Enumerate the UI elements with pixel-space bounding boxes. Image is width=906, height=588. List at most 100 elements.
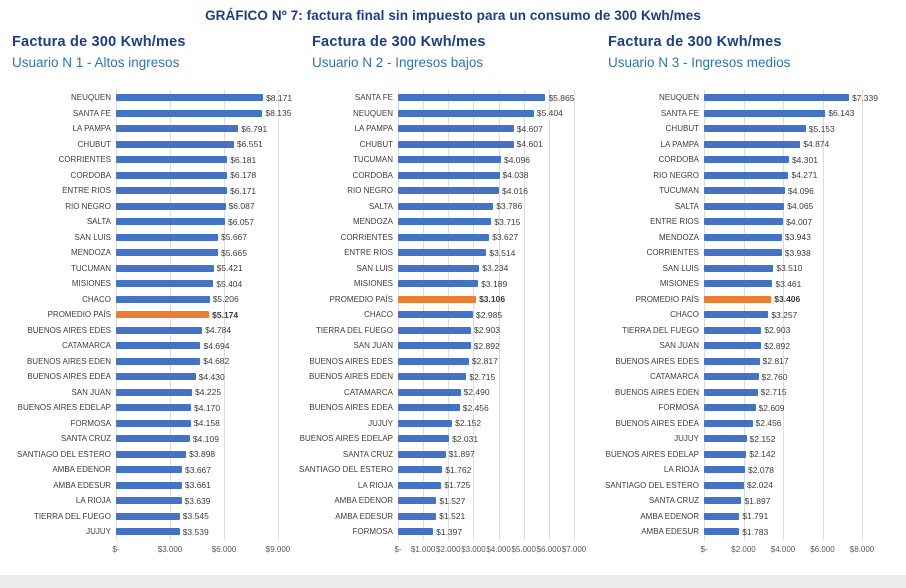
bar xyxy=(116,109,263,117)
bar-row: SALTA $3.786 xyxy=(312,199,602,215)
value-label: $4.096 xyxy=(787,185,814,196)
category-label: AMBA EDESUR xyxy=(53,480,111,490)
category-label: SANTA CRUZ xyxy=(648,496,699,506)
category-label: CHUBUT xyxy=(77,139,111,149)
bar xyxy=(398,233,490,241)
value-label: $2.817 xyxy=(471,356,498,367)
bar xyxy=(116,528,180,536)
bar xyxy=(116,388,193,396)
bar xyxy=(704,373,759,381)
axis-tick-label: $4.000 xyxy=(770,544,796,554)
value-label: $3.539 xyxy=(182,526,209,537)
bar-row: CATAMARCA $4.694 xyxy=(12,338,306,354)
bar-row: RIO NEGRO $6.087 xyxy=(12,199,306,215)
bar-plot: $2.892 xyxy=(704,341,862,351)
bar-plot: $4.430 xyxy=(116,372,278,382)
x-axis: $- $3.000 $6.000 $9.000 xyxy=(112,545,290,559)
bar xyxy=(116,233,218,241)
category-label: BUENOS AIRES EDELAP xyxy=(17,403,111,413)
category-label: CORDOBA xyxy=(352,170,393,180)
category-label: CORDOBA xyxy=(658,155,699,165)
value-label: $4.170 xyxy=(194,402,221,413)
bar-plot: $6.178 xyxy=(116,170,278,180)
category-label: ENTRE RIOS xyxy=(344,248,393,258)
axis-tick-label: $2.000 xyxy=(436,544,461,554)
category-label: BUENOS AIRES EDELAP xyxy=(605,449,699,459)
bar xyxy=(398,419,453,427)
bar-plot: $4.096 xyxy=(704,186,862,196)
value-label: $3.106 xyxy=(479,294,506,305)
category-label: MISIONES xyxy=(353,279,393,289)
bar xyxy=(116,295,210,303)
bar-row: CORRIENTES $6.181 xyxy=(12,152,306,168)
category-label: LA RIOJA xyxy=(663,465,699,475)
bar xyxy=(398,218,492,226)
bar-plot: $2.024 xyxy=(704,480,862,490)
bar xyxy=(398,404,460,412)
bar-plot: $2.152 xyxy=(704,434,862,444)
bar xyxy=(704,264,774,272)
bar-plot: $2.031 xyxy=(398,434,574,444)
category-label: TUCUMAN xyxy=(659,186,699,196)
bar-row: ENTRE RIOS $3.514 xyxy=(312,245,602,261)
category-label: LA PAMPA xyxy=(354,124,393,134)
bar-plot: $4.874 xyxy=(704,139,862,149)
bar-row: AMBA EDENOR $1.527 xyxy=(312,493,602,509)
bar xyxy=(116,94,264,102)
bar-plot: $4.607 xyxy=(398,124,574,134)
value-label: $3.189 xyxy=(481,278,508,289)
category-label: FORMOSA xyxy=(70,418,111,428)
category-label: SAN LUIS xyxy=(74,232,111,242)
value-label: $5.404 xyxy=(216,278,243,289)
value-label: $6.171 xyxy=(230,185,257,196)
bar-plot: $4.601 xyxy=(398,139,574,149)
bar-row: SAN JUAN $2.892 xyxy=(312,338,602,354)
bar-plot: $5.865 xyxy=(398,93,574,103)
value-label: $2.152 xyxy=(455,418,482,429)
highlight-bar xyxy=(704,295,772,303)
bar xyxy=(704,435,747,443)
bar xyxy=(398,109,534,117)
bar-plot: $4.225 xyxy=(116,387,278,397)
bar-row: CHUBUT $4.601 xyxy=(312,137,602,153)
gridline xyxy=(523,90,525,540)
bar-row: MENDOZA $3.715 xyxy=(312,214,602,230)
bar-row: FORMOSA $2.609 xyxy=(608,400,894,416)
category-label: SALTA xyxy=(674,201,699,211)
bar xyxy=(704,218,784,226)
value-label: $4.694 xyxy=(203,340,230,351)
value-label: $2.609 xyxy=(758,402,785,413)
value-label: $1.397 xyxy=(436,526,463,537)
bar xyxy=(704,388,758,396)
bar-row: SALTA $4.065 xyxy=(608,199,894,215)
category-label: CORRIENTES xyxy=(646,248,699,258)
bar-row: BUENOS AIRES EDEN $2.715 xyxy=(309,369,602,385)
bar-row: LA RIOJA $3.639 xyxy=(12,493,306,509)
category-label: BUENOS AIRES EDEA xyxy=(309,403,393,413)
bar-plot: $6.087 xyxy=(116,201,278,211)
bar-plot: $3.898 xyxy=(116,449,278,459)
bar-plot: $3.639 xyxy=(116,496,278,506)
category-label: LA RIOJA xyxy=(357,480,393,490)
value-label: $1.897 xyxy=(744,495,771,506)
category-label: JUJUY xyxy=(674,434,699,444)
category-label: LA RIOJA xyxy=(75,496,111,506)
value-label: $3.461 xyxy=(775,278,802,289)
bar-plot: $2.490 xyxy=(398,387,574,397)
value-label: $5.665 xyxy=(220,247,247,258)
value-label: $3.943 xyxy=(784,232,811,243)
value-label: $2.892 xyxy=(473,340,500,351)
category-label: NEUQUEN xyxy=(352,108,393,118)
gridline xyxy=(783,90,784,540)
category-label: AMBA EDENOR xyxy=(52,465,111,475)
bar xyxy=(398,156,501,164)
category-label: CATAMARCA xyxy=(343,387,393,397)
value-label: $2.152 xyxy=(749,433,776,444)
bar-row: CHUBUT $5.153 xyxy=(608,121,894,137)
chart-subtitle: Usuario N 1 - Altos ingresos xyxy=(12,55,180,70)
axis-tick-label: $6.000 xyxy=(810,544,835,554)
value-label: $2.760 xyxy=(761,371,788,382)
category-label: PROMEDIO PAÍS xyxy=(47,310,111,320)
bar xyxy=(704,140,801,148)
bar-row: NEUQUEN $8.171 xyxy=(12,90,306,106)
